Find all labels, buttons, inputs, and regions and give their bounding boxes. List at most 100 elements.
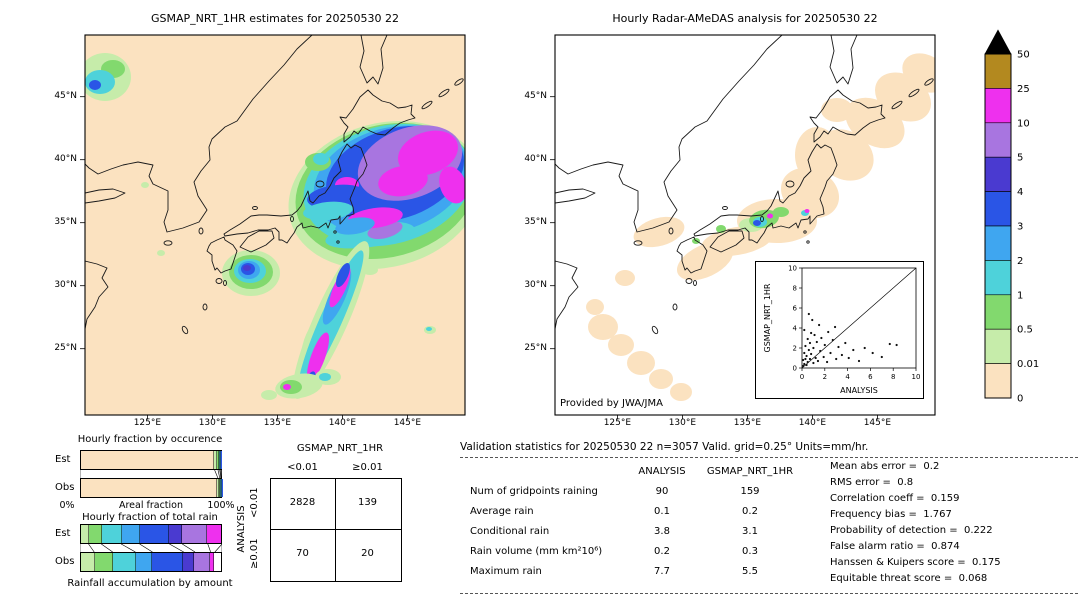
stats-metric: Hanssen & Kuipers score = 0.175 — [830, 557, 1001, 568]
contingency-col-lt: <0.01 — [287, 462, 318, 473]
stats-row: Rain volume (mm km²10⁶) 0.2 0.3 — [470, 545, 758, 557]
stats-metric: Frequency bias = 1.767 — [830, 509, 952, 520]
colorbar-label: 5 — [1017, 153, 1023, 164]
stats-title: Validation statistics for 20250530 22 n=… — [460, 441, 869, 453]
contingency-row-lt: <0.01 — [249, 487, 260, 518]
bar-segment — [121, 525, 140, 543]
contingency-cell-10: 70 — [296, 548, 309, 559]
svg-text:6: 6 — [793, 305, 798, 313]
bar-segment — [209, 553, 214, 571]
bar-segment — [206, 525, 221, 543]
totalrain-caption: Rainfall accumulation by amount — [67, 578, 233, 589]
contingency-col-ge: ≥0.01 — [352, 462, 383, 473]
over-range-arrow — [984, 29, 1012, 55]
colorbar-label: 50 — [1017, 50, 1030, 61]
bar-segment — [219, 479, 221, 497]
svg-text:6: 6 — [868, 373, 873, 381]
bar-segment — [219, 451, 221, 469]
lat-tick-label: 30°N — [54, 279, 77, 290]
colorbar-label: 2 — [1017, 256, 1023, 267]
lat-tick-label: 40°N — [524, 153, 547, 164]
bar-segment — [194, 553, 210, 571]
stacked-bar-est — [80, 524, 222, 544]
stats-metric: Mean abs error = 0.2 — [830, 461, 940, 472]
contingency-row-axis: ANALYSIS — [236, 505, 247, 553]
colorbar-label: 3 — [1017, 222, 1023, 233]
colorbar-label: 0.01 — [1017, 359, 1039, 370]
bar-segment — [95, 553, 114, 571]
stats-metric: Probability of detection = 0.222 — [830, 525, 993, 536]
svg-text:10: 10 — [912, 373, 921, 381]
gsmap-map — [80, 34, 466, 420]
stats-row: ANALYSIS GSMAP_NRT_1HR — [638, 465, 794, 477]
bar-segment — [101, 525, 122, 543]
bar-segment — [213, 451, 218, 469]
lon-tick-label: 140°E — [798, 418, 827, 428]
svg-text:0: 0 — [793, 365, 797, 373]
occurrence-chart-title: Hourly fraction by occurence — [77, 434, 223, 445]
svg-text:4: 4 — [845, 373, 850, 381]
bar-segment — [218, 479, 220, 497]
lon-tick-label: 125°E — [133, 418, 162, 428]
stats-metric: RMS error = 0.8 — [830, 477, 914, 488]
stats-metrics: Mean abs error = 0.2 RMS error = 0.8 Corre… — [830, 461, 1075, 589]
scatter-ylabel: GSMAP_NRT_1HR — [763, 283, 772, 352]
bar-segment — [183, 553, 195, 571]
areal-fraction-100: 100% — [207, 500, 235, 511]
areal-fraction-label: Areal fraction — [118, 500, 183, 511]
totalrain-chart-title: Hourly fraction of total rain — [82, 512, 218, 523]
lat-tick-label: 35°N — [524, 216, 547, 227]
lat-tick-label: 45°N — [54, 90, 77, 101]
contingency-title: GSMAP_NRT_1HR — [296, 443, 384, 454]
bar-segment — [218, 451, 220, 469]
bar-segment — [152, 553, 184, 571]
colorbar-label: 25 — [1017, 84, 1030, 95]
stats-row: Num of gridpoints raining 90 159 — [470, 485, 760, 497]
bar-segment — [220, 451, 222, 469]
stats-divider-bottom — [460, 593, 1078, 594]
stats-metric: Equitable threat score = 0.068 — [830, 573, 988, 584]
stacked-bar-obs — [80, 478, 223, 498]
bar-segment — [169, 525, 182, 543]
lon-tick-label: 135°E — [263, 418, 292, 428]
contingency-cell-11: 20 — [361, 548, 374, 559]
lat-tick-label: 25°N — [54, 342, 77, 353]
scatter-points — [802, 312, 898, 368]
bar-segment — [217, 451, 219, 469]
lat-tick-label: 45°N — [524, 90, 547, 101]
lon-tick-label: 140°E — [328, 418, 357, 428]
lon-tick-label: 135°E — [733, 418, 762, 428]
svg-text:8: 8 — [891, 373, 895, 381]
colorbar-label: 0 — [1017, 394, 1023, 405]
stats-divider-top — [460, 457, 1078, 458]
lon-tick-label: 145°E — [863, 418, 892, 428]
svg-text:0: 0 — [800, 373, 804, 381]
areal-fraction-0: 0% — [59, 500, 75, 511]
scatter-inset: 0 0 2 2 4 4 6 6 8 8 10 10 ANALYSIS GSMAP_NRT_1HR — [755, 261, 924, 399]
colorbar-label: 4 — [1017, 187, 1023, 198]
lon-tick-label: 130°E — [668, 418, 697, 428]
lon-tick-label: 130°E — [198, 418, 227, 428]
gsmap-map-title: GSMAP_NRT_1HR estimates for 20250530 22 — [150, 12, 400, 25]
contingency-row-ge: ≥0.01 — [249, 538, 260, 569]
radar-map-title: Hourly Radar-AMeDAS analysis for 2025053… — [612, 12, 878, 25]
colorbar-label: 0.5 — [1017, 325, 1033, 336]
bar-segment — [81, 553, 95, 571]
credit-text: Provided by JWA/JMA — [560, 398, 663, 409]
stacked-bar-est — [80, 450, 222, 470]
bar-row-label: Est — [55, 454, 71, 465]
bar-segment — [139, 525, 170, 543]
scatter-xlabel: ANALYSIS — [840, 386, 878, 395]
stats-row: Maximum rain 7.7 5.5 — [470, 565, 758, 577]
contingency-cell-00: 2828 — [289, 497, 316, 508]
svg-text:2: 2 — [793, 345, 797, 353]
bar-segment — [220, 479, 222, 497]
bar-segment — [81, 479, 217, 497]
lat-tick-label: 25°N — [524, 342, 547, 353]
lat-tick-label: 40°N — [54, 153, 77, 164]
bar-row-label: Obs — [55, 556, 75, 567]
colorbar-label: 1 — [1017, 290, 1023, 301]
bar-row-label: Obs — [55, 482, 75, 493]
bar-segment — [181, 525, 207, 543]
